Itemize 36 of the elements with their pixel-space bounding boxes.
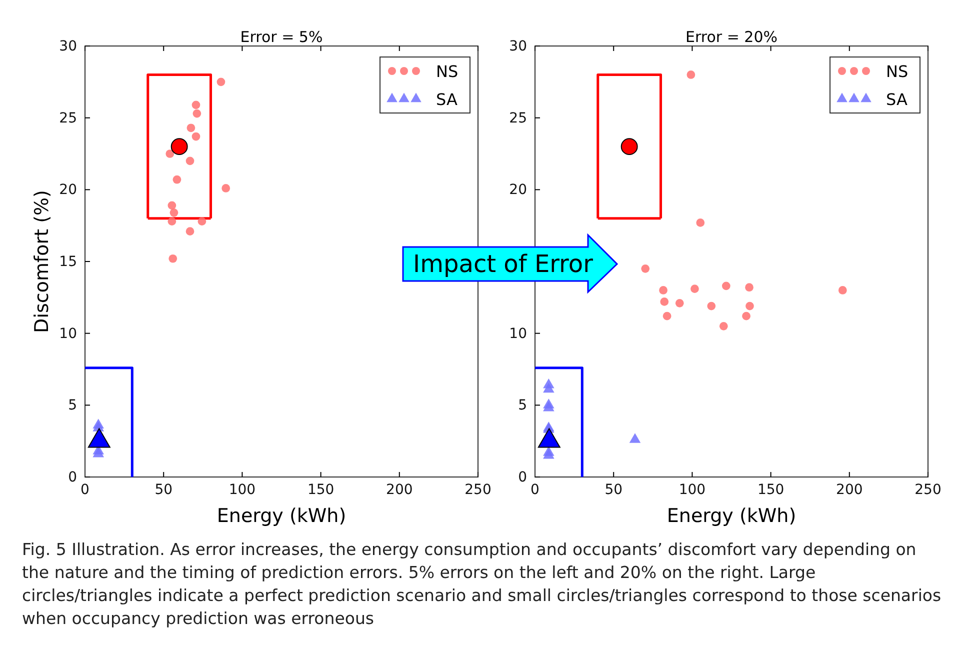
y-tick-label: 10 xyxy=(509,326,527,342)
y-tick-label: 25 xyxy=(509,110,527,126)
x-tick-label: 0 xyxy=(80,482,90,498)
x-tick-label: 150 xyxy=(757,482,784,498)
y-tick-label: 30 xyxy=(509,38,527,54)
x-tick-label: 100 xyxy=(678,482,706,498)
x-tick-label: 250 xyxy=(464,482,492,498)
y-tick-label: 20 xyxy=(509,182,527,198)
x-tick-label: 50 xyxy=(154,482,173,498)
x-tick-label: 250 xyxy=(914,482,942,498)
y-tick-label: 10 xyxy=(59,326,77,342)
x-tick-label: 0 xyxy=(530,482,540,498)
legend-label: SA xyxy=(886,90,908,109)
y-tick-label: 20 xyxy=(59,182,77,198)
x-tick-label: 150 xyxy=(307,482,334,498)
y-tick-label: 5 xyxy=(68,398,77,414)
legend-label: NS xyxy=(436,62,458,81)
legend-label: NS xyxy=(886,62,908,81)
x-tick-label: 200 xyxy=(836,482,863,498)
y-tick-label: 5 xyxy=(518,398,527,414)
y-tick-label: 0 xyxy=(68,469,77,486)
x-axis-title: Energy (kWh) xyxy=(666,505,796,527)
chart-title: Error = 5% xyxy=(240,28,323,46)
y-tick-label: 15 xyxy=(59,254,77,270)
x-axis-title: Energy (kWh) xyxy=(216,505,346,527)
y-tick-label: 30 xyxy=(59,38,77,54)
y-tick-label: 25 xyxy=(59,110,77,126)
chart-title: Error = 20% xyxy=(685,28,778,46)
caption: Fig. 5 Illustration. As error increases, the energy consumption and occupants’ discomfort vary depending on the nature and the timing of prediction errors. 5% errors on the left and 20% on the right. Large circles/triangles indicate a perfect prediction scenario and small circles/triangles correspond to those scenarios when occupancy prediction was erroneous xyxy=(22,539,942,630)
annotation: Impact of Error xyxy=(413,250,594,278)
x-tick-label: 100 xyxy=(228,482,256,498)
x-tick-label: 50 xyxy=(604,482,623,498)
y-tick-label: 0 xyxy=(518,469,527,486)
legend-label: SA xyxy=(436,90,458,109)
y-axis-title: Discomfort (%) xyxy=(31,190,53,333)
x-tick-label: 200 xyxy=(386,482,413,498)
